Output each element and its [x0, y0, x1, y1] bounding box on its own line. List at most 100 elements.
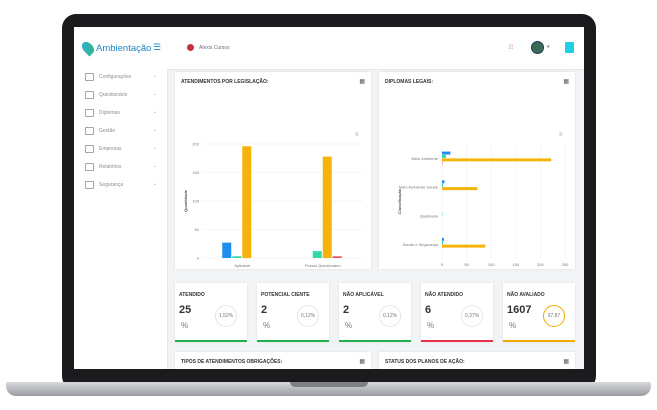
- y-tick-label: Qualidade: [420, 213, 439, 218]
- kpi-ring: 0,12%: [297, 305, 319, 327]
- chevron-down-icon: ⌄: [152, 163, 157, 169]
- y-tick-label: 50: [195, 227, 200, 232]
- kpi-title: NÃO APLICÁVEL: [343, 292, 384, 298]
- y-tick-label: Saúde e Segurança: [403, 242, 439, 247]
- x-tick-label: 0: [441, 262, 444, 267]
- kpi-percent: 97,87: [547, 313, 561, 319]
- sidebar-item-questionario[interactable]: Questionário ⌄: [74, 86, 167, 104]
- y-tick-label: Meio Ambiente: [412, 156, 439, 161]
- x-tick-label: 250: [562, 262, 569, 267]
- kpi-unit: %: [345, 321, 353, 330]
- kpi-card-potencial-ciente: POTENCIAL CIENTE 2 % 0,12%: [257, 283, 329, 342]
- bar: [442, 237, 444, 241]
- bar: [312, 251, 322, 258]
- kpi-value: 25: [179, 304, 192, 316]
- card-title: TIPOS DE ATENDIMENTOS OBRIGAÇÕES:: [181, 359, 283, 365]
- chart-menu-icon: ≡: [559, 132, 563, 138]
- chevron-down-icon[interactable]: ▾: [547, 44, 550, 50]
- bar: [222, 242, 232, 258]
- diplomas-card: DIPLOMAS LEGAIS: ▦ ≡ 0 50 100 150 200 250 Class…: [379, 72, 575, 269]
- kpi-title: ATENDIDO: [179, 292, 205, 298]
- chevron-down-icon: ⌄: [152, 109, 157, 115]
- y-tick-label: Meio Ambiente Saúde: [399, 185, 439, 190]
- sidebar-item-configuracoes[interactable]: Configurações ⌄: [74, 68, 167, 86]
- kpi-bar: [175, 340, 247, 342]
- status-planos-card: STATUS DOS PLANOS DE AÇÃO: ▦: [379, 352, 575, 369]
- notification-icon[interactable]: ⁝⁝: [508, 44, 514, 51]
- kpi-bar: [257, 340, 329, 342]
- kpi-percent: 0,37%: [464, 313, 480, 319]
- bar: [442, 183, 443, 187]
- chart-menu-icon: ≡: [355, 132, 359, 138]
- kpi-bar: [421, 340, 493, 342]
- bar: [442, 151, 451, 155]
- report-icon: [85, 163, 94, 171]
- hamburger-menu-icon[interactable]: ☰: [153, 42, 162, 52]
- gear-icon: [85, 73, 94, 81]
- sidebar-item-relatorios[interactable]: Relatórios ⌄: [74, 158, 167, 176]
- bar: [442, 154, 446, 158]
- user-icon: [85, 127, 94, 135]
- brand-logo[interactable]: Ambientação: [79, 39, 152, 57]
- bar: [322, 156, 332, 258]
- sidebar-item-label: Diplomas: [99, 110, 120, 116]
- bar: [442, 180, 445, 184]
- sidebar-item-empresas[interactable]: Empresas ⌄: [74, 140, 167, 158]
- y-tick-label: 200: [192, 142, 199, 147]
- kpi-bar: [339, 340, 411, 342]
- kpi-unit: %: [181, 321, 189, 330]
- user-avatar[interactable]: [531, 41, 544, 54]
- atendimentos-card: ATENDIMENTOS POR LEGISLAÇÃO: ▦ ≡ 200 150 10…: [175, 72, 371, 269]
- chevron-down-icon: ⌄: [152, 181, 157, 187]
- y-axis-label: Classificação: [397, 188, 402, 214]
- building-icon: [85, 145, 94, 153]
- app-switcher-icon[interactable]: [565, 42, 574, 53]
- sidebar-item-label: Configurações: [99, 74, 132, 80]
- kpi-card-nao-avaliado: NÃO AVALIADO 1607 % 97,87: [503, 283, 575, 342]
- y-tick-label: 150: [192, 170, 199, 175]
- chevron-down-icon: ⌄: [152, 91, 157, 97]
- card-options-icon[interactable]: ▦: [563, 79, 569, 85]
- sidebar-item-label: Questionário: [99, 92, 128, 98]
- document-icon: [85, 109, 94, 117]
- sidebar-item-diplomas[interactable]: Diplomas ⌄: [74, 104, 167, 122]
- card-options-icon[interactable]: ▦: [359, 79, 365, 85]
- clipboard-icon: [85, 91, 94, 99]
- kpi-value: 2: [343, 304, 350, 316]
- kpi-title: NÃO AVALIADO: [507, 292, 545, 298]
- sidebar-item-label: Relatórios: [99, 164, 122, 170]
- x-tick-label: 50: [464, 262, 469, 267]
- laptop-notch: [290, 382, 368, 387]
- client-name: Alexis Cursos: [199, 44, 230, 51]
- topbar: Alexis Cursos ⁝⁝ ▾: [167, 27, 584, 70]
- bar: [232, 256, 242, 258]
- chevron-down-icon: ⌄: [152, 73, 157, 79]
- kpi-card-nao-atendido: NÃO ATENDIDO 6 % 0,37%: [421, 283, 493, 342]
- bar: [442, 241, 443, 245]
- sidebar-item-seguranca[interactable]: Segurança ⌄: [74, 176, 167, 194]
- client-avatar: [187, 44, 194, 51]
- chevron-down-icon: ⌄: [152, 127, 157, 133]
- card-options-icon[interactable]: ▦: [359, 359, 365, 365]
- card-title: STATUS DOS PLANOS DE AÇÃO:: [385, 359, 465, 365]
- kpi-card-atendido: ATENDIDO 25 % 1,52%: [175, 283, 247, 342]
- atendimentos-chart: ≡ 200 150 100 50 0 Quantidade Aplicável Possui Q…: [183, 132, 363, 268]
- sidebar-item-label: Empresas: [99, 146, 122, 152]
- kpi-unit: %: [263, 321, 271, 330]
- card-title: DIPLOMAS LEGAIS:: [385, 79, 434, 85]
- card-title: ATENDIMENTOS POR LEGISLAÇÃO:: [181, 79, 269, 85]
- sidebar-item-gestao[interactable]: Gestão ⌄: [74, 122, 167, 140]
- card-options-icon[interactable]: ▦: [563, 359, 569, 365]
- bar: [442, 158, 552, 162]
- kpi-value: 1607: [507, 304, 532, 316]
- brand-name: Ambientação: [96, 42, 152, 54]
- bar: [442, 187, 478, 191]
- kpi-bar: [503, 340, 575, 342]
- client-selector[interactable]: Alexis Cursos: [187, 44, 230, 51]
- kpi-title: POTENCIAL CIENTE: [261, 292, 310, 298]
- bar: [242, 146, 252, 258]
- kpi-card-nao-aplicavel: NÃO APLICÁVEL 2 % 0,12%: [339, 283, 411, 342]
- x-tick-label: Aplicável: [234, 263, 250, 268]
- leaf-icon: [79, 39, 97, 57]
